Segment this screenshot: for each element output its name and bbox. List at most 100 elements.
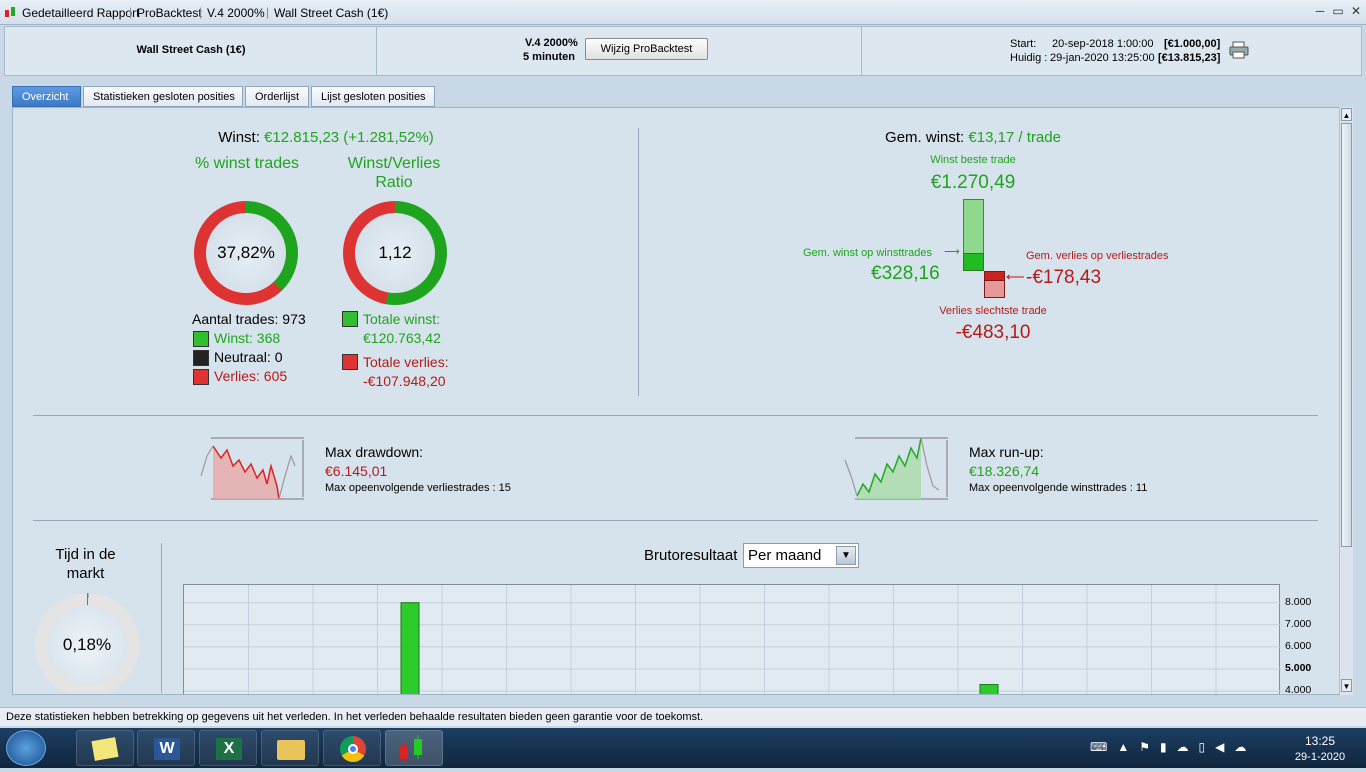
totale-winst-value: €120.763,42 [363,330,441,346]
now-value: [€13.815,23] [1158,52,1221,64]
winst-value: €12.815,23 (+1.281,52%) [264,129,434,146]
market-value: 0,18% [47,605,127,685]
taskbar-word-icon[interactable]: W [137,730,195,766]
bruto-chart [183,584,1281,694]
ratio-value: 1,12 [355,213,435,293]
close-button[interactable]: ✕ [1350,4,1362,18]
now-label: Huidig : [1010,52,1048,64]
pct-winst-value: 37,82% [206,213,286,293]
y-tick-label: 7.000 [1285,617,1312,630]
status-bar: Deze statistieken hebben betrekking op g… [0,707,1366,726]
avg-win-value: €328,16 [871,263,940,284]
drawdown-label: Max drawdown: [325,444,424,460]
tab-statistieken[interactable]: Statistieken gesloten posities [83,86,243,107]
winst-label: Winst: [218,129,260,146]
winst-legend-icon [193,331,209,347]
clock-time[interactable]: 13:25 [1304,734,1336,748]
aantal-trades-label: Aantal trades: [192,311,279,327]
timeframe-label: 5 minuten [523,51,575,63]
drawdown-graph [199,436,309,502]
taskbar-chrome-icon[interactable] [323,730,381,766]
taskbar-probacktest-icon[interactable] [385,730,443,766]
ratio-title: Winst/Verlies [347,155,441,172]
best-trade-value: €1.270,49 [930,172,1016,193]
drawdown-sub: Max opeenvolgende verliestrades : 15 [325,482,511,494]
period-select-value: Per maand [748,547,822,564]
best-trade-bar [963,199,984,254]
report-header: Wall Street Cash (1€) V.4 2000% 5 minute… [4,26,1362,76]
worst-trade-label: Verlies slechtste trade [939,305,1047,317]
tab-overzicht[interactable]: Overzicht [12,86,81,107]
totale-winst-label: Totale winst: [363,311,441,327]
totale-verlies-value: -€107.948,20 [363,373,446,389]
avg-win-bar [963,253,984,271]
taskbar-explorer-icon[interactable] [261,730,319,766]
vertical-scrollbar[interactable]: ▲ ▼ [1339,107,1353,695]
pct-winst-title: % winst trades [195,155,300,172]
title-item: ProBacktest [137,6,202,20]
verlies-trades: Verlies: 605 [214,368,288,384]
title-item: Wall Street Cash (1€) [274,6,389,20]
start-date: 20-sep-2018 1:00:00 [1052,38,1154,50]
arrow-right-icon: ⟶ [944,246,960,258]
title-item: Gedetailleerd Rapport [22,6,140,20]
runup-graph [843,436,953,502]
scroll-down-icon[interactable]: ▼ [1341,679,1352,692]
clock-date[interactable]: 29-1-2020 [1294,751,1346,763]
y-tick-label: 4.000 [1285,684,1312,695]
verlies-legend-icon [193,369,209,385]
ratio-donut: 1,12 [343,201,447,305]
system-tray-icons[interactable]: ⌨▲⚑▮☁▯◀☁ [1090,740,1257,754]
edit-probacktest-button[interactable]: Wijzig ProBacktest [585,38,708,60]
taskbar-notes-icon[interactable] [76,730,134,766]
scroll-up-icon[interactable]: ▲ [1341,108,1352,121]
y-tick-label: 6.000 [1285,639,1312,652]
arrow-left-icon: ⟵ [1006,269,1025,284]
runup-label: Max run-up: [969,444,1044,460]
y-tick-label: 8.000 [1285,595,1312,608]
maximize-button[interactable]: ▭ [1332,4,1344,18]
scroll-thumb[interactable] [1341,123,1352,547]
market-donut: 0,18% [35,593,139,694]
avg-loss-value: -€178,43 [1026,267,1102,288]
app-icon [4,5,18,19]
worst-trade-bar [984,280,1005,298]
drawdown-value: €6.145,01 [325,463,388,479]
start-label: Start: [1010,38,1037,50]
taskbar-excel-icon[interactable]: X [199,730,257,766]
windows-taskbar: W X ⌨▲⚑▮☁▯◀☁ 13:25 29-1-2020 [0,728,1366,768]
print-icon[interactable] [1229,40,1249,60]
avg-win-label: Gem. winst op winsttrades [803,247,932,259]
ratio-title-2: Ratio [375,174,413,191]
bar [979,684,999,694]
title-item: V.4 2000% [207,6,265,20]
tab-orderlijst[interactable]: Orderlijst [245,86,309,107]
totale-verlies-icon [342,354,358,370]
best-trade-label: Winst beste trade [930,154,1016,166]
market-title-2: markt [66,565,105,582]
bruto-chart-svg [184,585,1281,694]
avg-loss-label: Gem. verlies op verliestrades [1026,250,1169,262]
y-tick-label: 5.000 [1285,662,1312,675]
period-select[interactable]: Per maand ▼ [743,543,859,568]
window-titlebar: Gedetailleerd Rapport ProBacktest V.4 20… [0,0,1366,25]
gem-winst-value: €13,17 / trade [968,129,1061,146]
minimize-button[interactable]: ─ [1315,4,1325,18]
runup-value: €18.326,74 [969,463,1040,479]
divider [638,128,639,396]
separator [33,520,1318,521]
market-title: Tijd in de [55,546,116,563]
chevron-down-icon[interactable]: ▼ [836,546,856,565]
now-date: 29-jan-2020 13:25:00 [1050,52,1155,64]
neutraal-legend-icon [193,350,209,366]
pct-winst-donut: 37,82% [194,201,298,305]
neutraal-trades: Neutraal: 0 [214,349,283,365]
worst-trade-value: -€483,10 [955,322,1031,343]
tab-lijst-gesloten[interactable]: Lijst gesloten posities [311,86,435,107]
separator [33,415,1318,416]
totale-winst-icon [342,311,358,327]
version-label: V.4 2000% [525,37,578,49]
start-button-icon[interactable] [6,730,46,766]
aantal-trades-value: 973 [282,311,306,327]
bruto-label: Brutoresultaat [644,547,738,564]
